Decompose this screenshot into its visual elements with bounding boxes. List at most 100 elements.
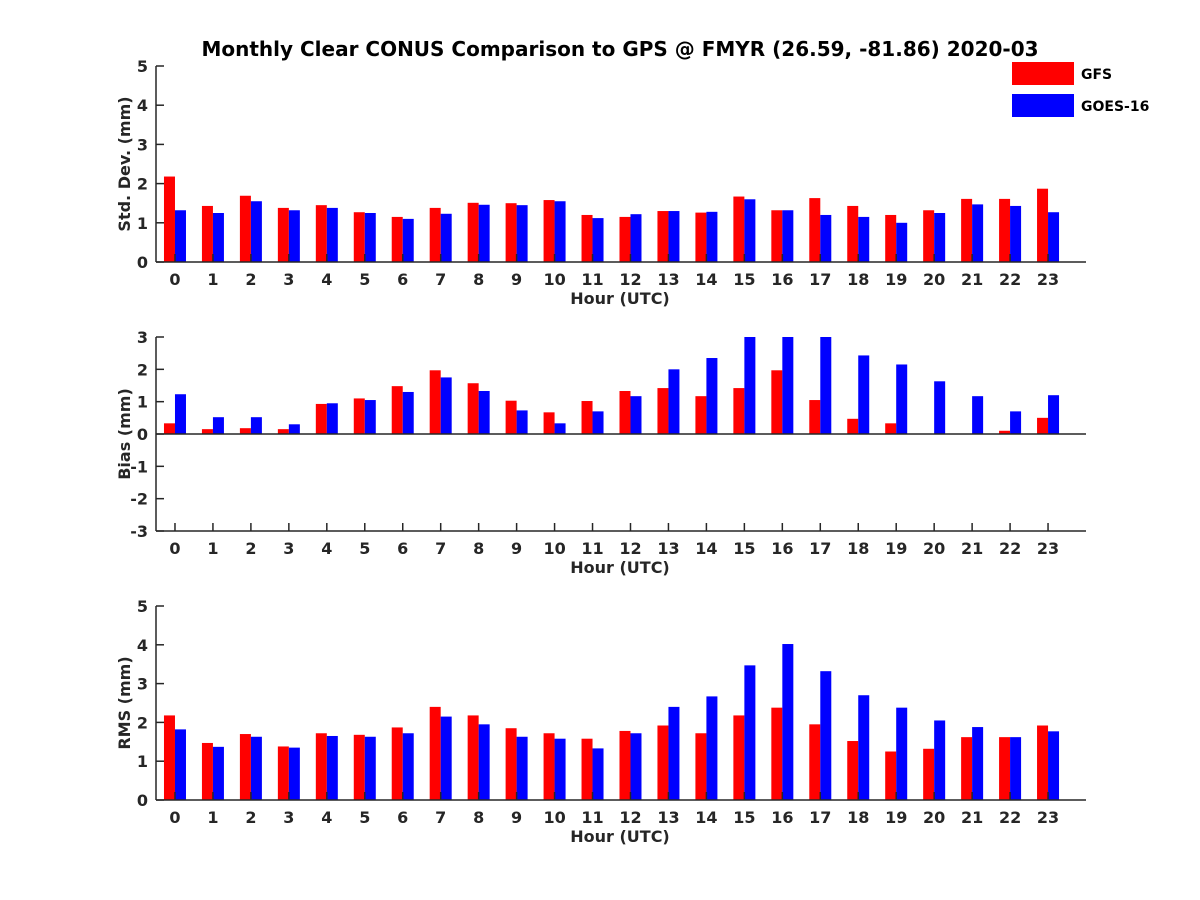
bar-gfs-hour-20 — [923, 748, 935, 800]
bar-goes-16-hour-11 — [592, 218, 604, 262]
bar-goes-16-hour-22 — [1010, 737, 1022, 800]
bar-goes-16-hour-7 — [440, 716, 452, 800]
bar-goes-16-hour-22 — [1010, 411, 1022, 434]
x-tick-label: 4 — [321, 270, 332, 289]
x-tick-label: 21 — [961, 808, 983, 827]
bar-goes-16-hour-10 — [554, 738, 566, 800]
bar-goes-16-hour-15 — [744, 337, 756, 434]
x-tick-label: 7 — [435, 808, 446, 827]
bar-gfs-hour-5 — [353, 398, 365, 434]
bar-goes-16-hour-21 — [972, 396, 984, 434]
y-tick-label: 5 — [137, 57, 148, 76]
bar-goes-16-hour-12 — [630, 733, 642, 800]
x-tick-label: 2 — [245, 808, 256, 827]
y-axis-label: Bias (mm) — [115, 388, 134, 480]
bar-gfs-hour-18 — [847, 418, 859, 434]
bar-gfs-hour-3 — [277, 207, 289, 262]
x-axis-label: Hour (UTC) — [570, 827, 670, 846]
bar-goes-16-hour-8 — [478, 204, 490, 262]
x-tick-label: 19 — [885, 270, 907, 289]
bar-goes-16-hour-9 — [516, 205, 528, 262]
bar-gfs-hour-22 — [999, 737, 1011, 800]
x-tick-label: 22 — [999, 808, 1021, 827]
bar-gfs-hour-14 — [695, 733, 707, 800]
bar-goes-16-hour-5 — [364, 736, 376, 800]
bar-goes-16-hour-19 — [896, 222, 908, 262]
bar-goes-16-hour-18 — [858, 355, 870, 434]
bar-gfs-hour-8 — [467, 383, 479, 434]
bar-goes-16-hour-11 — [592, 748, 604, 800]
bar-gfs-hour-23 — [1037, 188, 1049, 262]
bar-goes-16-hour-3 — [288, 424, 300, 434]
x-tick-label: 9 — [511, 539, 522, 558]
x-tick-label: 12 — [619, 808, 641, 827]
bar-gfs-hour-13 — [657, 388, 669, 434]
bar-gfs-hour-6 — [391, 386, 403, 434]
x-tick-label: 9 — [511, 270, 522, 289]
bar-goes-16-hour-19 — [896, 364, 908, 434]
bar-goes-16-hour-17 — [820, 214, 832, 262]
y-tick-label: 1 — [137, 393, 148, 412]
bar-gfs-hour-15 — [733, 196, 745, 262]
bar-gfs-hour-16 — [771, 370, 783, 434]
y-tick-label: -1 — [130, 457, 148, 476]
bar-gfs-hour-2 — [239, 195, 251, 262]
bar-goes-16-hour-4 — [326, 403, 338, 434]
x-tick-label: 22 — [999, 539, 1021, 558]
bar-goes-16-hour-20 — [934, 213, 946, 262]
x-tick-label: 8 — [473, 270, 484, 289]
bar-gfs-hour-2 — [239, 734, 251, 800]
figure-title: Monthly Clear CONUS Comparison to GPS @ … — [201, 37, 1038, 61]
bar-goes-16-hour-23 — [1048, 395, 1060, 434]
legend-label: GFS — [1081, 67, 1112, 83]
x-tick-label: 1 — [207, 270, 218, 289]
bar-gfs-hour-8 — [467, 715, 479, 800]
bar-gfs-hour-19 — [885, 423, 897, 434]
x-tick-label: 0 — [169, 539, 180, 558]
bar-goes-16-hour-17 — [820, 337, 832, 434]
bar-goes-16-hour-2 — [250, 736, 262, 800]
bar-goes-16-hour-13 — [668, 211, 680, 262]
bar-goes-16-hour-0 — [174, 210, 186, 262]
bar-gfs-hour-6 — [391, 216, 403, 262]
bar-gfs-hour-23 — [1037, 417, 1049, 434]
x-tick-label: 4 — [321, 539, 332, 558]
bar-gfs-hour-5 — [353, 734, 365, 800]
x-tick-label: 13 — [657, 270, 679, 289]
bar-gfs-hour-13 — [657, 211, 669, 262]
bar-gfs-hour-1 — [201, 429, 213, 434]
bar-gfs-hour-4 — [315, 205, 327, 262]
legend-swatch-gfs — [1012, 62, 1074, 85]
bar-goes-16-hour-0 — [174, 729, 186, 800]
bar-gfs-hour-11 — [581, 401, 593, 434]
bar-gfs-hour-7 — [429, 706, 441, 800]
x-tick-label: 20 — [923, 808, 945, 827]
bar-gfs-hour-16 — [771, 210, 783, 262]
x-tick-label: 10 — [543, 808, 565, 827]
bar-goes-16-hour-6 — [402, 218, 414, 262]
x-tick-label: 3 — [283, 270, 294, 289]
bar-goes-16-hour-13 — [668, 369, 680, 434]
bar-goes-16-hour-18 — [858, 216, 870, 262]
x-tick-label: 11 — [581, 539, 603, 558]
bar-gfs-hour-19 — [885, 751, 897, 800]
x-tick-label: 1 — [207, 539, 218, 558]
x-tick-label: 4 — [321, 808, 332, 827]
bar-goes-16-hour-14 — [706, 358, 718, 434]
bar-goes-16-hour-8 — [478, 724, 490, 800]
bar-gfs-hour-15 — [733, 388, 745, 434]
bar-goes-16-hour-12 — [630, 396, 642, 434]
bar-goes-16-hour-21 — [972, 204, 984, 262]
bar-gfs-hour-14 — [695, 396, 707, 434]
bar-goes-16-hour-9 — [516, 736, 528, 800]
bar-gfs-hour-22 — [999, 430, 1011, 434]
bar-gfs-hour-9 — [505, 728, 517, 800]
legend-label: GOES-16 — [1081, 99, 1149, 115]
bar-goes-16-hour-3 — [288, 747, 300, 800]
bar-goes-16-hour-10 — [554, 201, 566, 262]
bar-gfs-hour-22 — [999, 198, 1011, 262]
x-tick-label: 20 — [923, 270, 945, 289]
x-tick-label: 0 — [169, 808, 180, 827]
bar-gfs-hour-10 — [543, 733, 555, 800]
